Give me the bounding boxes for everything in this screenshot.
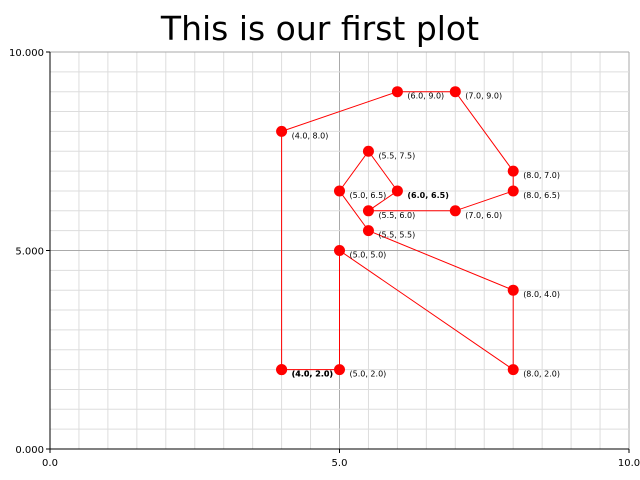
data-point-label: (4.0, 2.0) bbox=[292, 370, 333, 379]
y-tick-label: 5.000 bbox=[15, 247, 44, 258]
data-point-label: (5.5, 6.0) bbox=[378, 211, 415, 220]
data-point-marker bbox=[362, 145, 374, 157]
x-tick-label: 10.0 bbox=[618, 458, 640, 469]
data-point-label: (8.0, 4.0) bbox=[523, 290, 560, 299]
data-point-marker bbox=[276, 364, 288, 376]
data-point-marker bbox=[391, 86, 403, 98]
markers-layer bbox=[276, 86, 519, 376]
data-point-marker bbox=[362, 205, 374, 217]
grid-lines bbox=[49, 51, 630, 450]
data-point-label: (8.0, 6.5) bbox=[523, 191, 560, 200]
data-point-label: (5.0, 5.0) bbox=[350, 251, 387, 260]
data-point-label: (5.0, 6.5) bbox=[350, 191, 387, 200]
tick-labels: 0.0 5.0 10.0 0.000 5.000 10.000 bbox=[9, 48, 640, 469]
data-point-label: (8.0, 7.0) bbox=[523, 171, 560, 180]
data-point-label: (5.0, 2.0) bbox=[350, 370, 387, 379]
chart-title: This is our first plot bbox=[160, 9, 479, 48]
data-point-label: (4.0, 8.0) bbox=[292, 131, 329, 140]
data-point-marker bbox=[449, 86, 461, 98]
data-point-marker bbox=[507, 284, 519, 296]
data-point-label: (4.0, 2.0) bbox=[292, 370, 333, 379]
data-point-marker bbox=[334, 364, 345, 376]
data-point-marker bbox=[507, 185, 519, 197]
y-tick-label: 0.000 bbox=[15, 445, 44, 456]
data-point-marker bbox=[507, 165, 519, 177]
data-point-label: (7.0, 9.0) bbox=[465, 92, 502, 101]
data-point-marker bbox=[334, 185, 345, 197]
data-point-label: (6.0, 6.5) bbox=[407, 191, 448, 200]
x-tick-label: 5.0 bbox=[332, 458, 348, 469]
data-point-marker bbox=[507, 364, 519, 376]
data-point-marker bbox=[334, 245, 345, 256]
data-point-label: (5.5, 5.5) bbox=[378, 231, 415, 240]
data-point-marker bbox=[391, 185, 403, 197]
data-point-label: (8.0, 2.0) bbox=[523, 370, 560, 379]
y-tick-label: 10.000 bbox=[9, 48, 44, 59]
point-labels-layer: (4.0, 2.0) (4.0, 8.0) (6.0, 9.0) (7.0, 9.0)… bbox=[292, 92, 560, 379]
data-point-marker bbox=[449, 205, 461, 217]
data-point-label: (6.0, 9.0) bbox=[407, 92, 444, 101]
data-point-label: (7.0, 6.0) bbox=[465, 211, 502, 220]
data-point-label: (5.5, 7.5) bbox=[378, 151, 415, 160]
x-tick-label: 0.0 bbox=[42, 458, 58, 469]
data-point-marker bbox=[362, 225, 374, 237]
data-point-marker bbox=[276, 125, 288, 137]
